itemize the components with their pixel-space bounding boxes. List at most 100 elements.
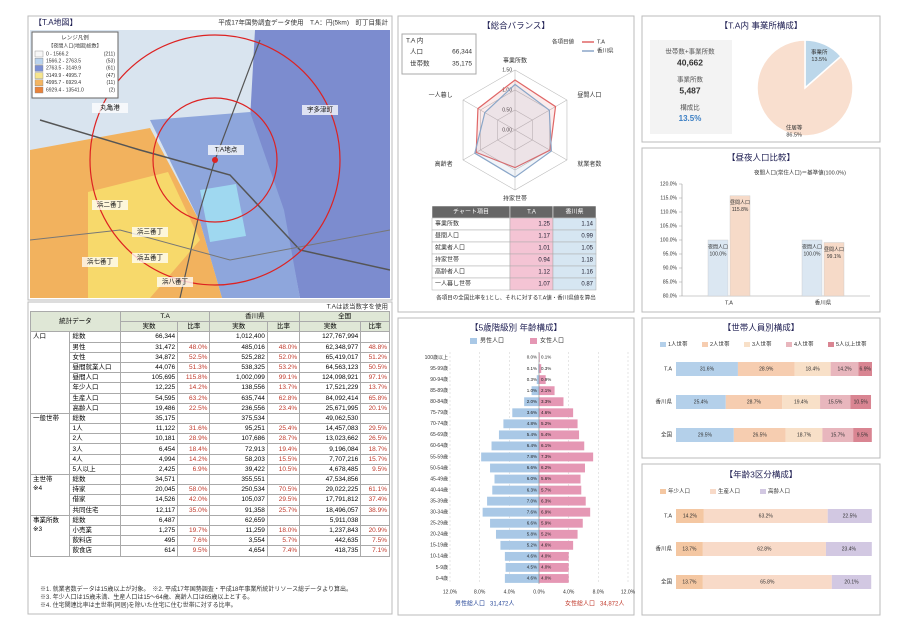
bar-segment bbox=[676, 509, 704, 523]
table-cell: 2,425 bbox=[119, 463, 179, 476]
table-cell: 14,457,083 bbox=[299, 423, 362, 435]
map-label-bg bbox=[157, 277, 193, 287]
pie-slice bbox=[756, 39, 854, 137]
value-label: 28.9% bbox=[759, 366, 774, 372]
value-label: 5.9% bbox=[541, 520, 551, 525]
table-cell bbox=[360, 412, 390, 425]
legend-swatch bbox=[34, 65, 44, 72]
y-category-label: 全国 bbox=[661, 577, 673, 585]
table-text: 0.99 bbox=[581, 234, 593, 240]
table-cell: 28.7% bbox=[266, 433, 301, 445]
value-label: 0.3% bbox=[527, 377, 537, 382]
table-cell: 17,791,812 bbox=[299, 494, 362, 506]
map-road bbox=[179, 39, 261, 298]
table-cell: 65.8% bbox=[360, 392, 390, 404]
value-label: 14.2% bbox=[683, 513, 698, 519]
map-area bbox=[250, 30, 390, 298]
slice-value: 86.5% bbox=[786, 133, 802, 139]
panel-title: 【昼夜人口比較】 bbox=[727, 152, 795, 162]
map-label: 丸亀港 bbox=[100, 103, 120, 112]
value-label: 2.1% bbox=[541, 388, 551, 393]
value-label: 13.7% bbox=[682, 579, 697, 585]
group-note: ※3 bbox=[33, 525, 43, 533]
table-cell: 10.5% bbox=[266, 463, 301, 476]
bar bbox=[505, 563, 539, 572]
bar-segment bbox=[850, 395, 872, 409]
value-label: 29.5% bbox=[698, 432, 713, 438]
table-cell: 4,678,485 bbox=[299, 463, 362, 476]
slice-value: 13.5% bbox=[811, 57, 827, 63]
table-cell: 20.9% bbox=[360, 524, 390, 537]
row-label: 持家 bbox=[69, 484, 121, 496]
table-cell: 61.1% bbox=[360, 484, 390, 496]
legend-label: 高齢人口 bbox=[768, 487, 790, 495]
bar-segment bbox=[725, 395, 783, 409]
value-label: 4.6% bbox=[527, 554, 537, 559]
legend-swatch bbox=[702, 342, 708, 347]
table-cell: 63.2% bbox=[177, 392, 211, 404]
table-text: 1.01 bbox=[538, 246, 550, 252]
value-label: 5.6% bbox=[541, 476, 551, 481]
legend-label: 2人世帯 bbox=[710, 340, 730, 348]
legend-count: (2) bbox=[109, 87, 115, 93]
table-text: 一人暮し世帯 bbox=[435, 280, 471, 288]
table-cell: 52.5% bbox=[177, 351, 211, 363]
table-text: 1.05 bbox=[581, 246, 593, 252]
radar-axis bbox=[514, 99, 568, 131]
table-cell: 11,122 bbox=[119, 423, 179, 435]
table-cell bbox=[177, 412, 211, 425]
radar-series bbox=[474, 83, 552, 178]
category-label: 持家世帯 bbox=[503, 195, 527, 203]
table-cell: 48.0% bbox=[177, 341, 211, 353]
value-label: 10.5% bbox=[854, 399, 869, 405]
info-value: 66,344 bbox=[452, 49, 472, 56]
bar bbox=[539, 485, 582, 495]
table-cell: 7.1% bbox=[360, 545, 390, 557]
bar-name: 昼間人口 bbox=[824, 247, 844, 253]
x-tick-label: 4.0% bbox=[563, 589, 575, 595]
table-cell: 48.8% bbox=[360, 341, 390, 353]
table-row: 4人 4,994 14.2% 58,203 15.5% 7,707,216 15.7% bbox=[31, 453, 390, 465]
legend-swatch bbox=[470, 338, 477, 344]
row-label: 昼間就業人口 bbox=[69, 361, 121, 374]
table-text: 1.12 bbox=[538, 270, 550, 276]
table-cell: 14.2% bbox=[177, 382, 211, 394]
bar bbox=[495, 529, 539, 539]
bar-segment bbox=[676, 428, 734, 442]
row-label: 女性 bbox=[69, 351, 121, 363]
legend-swatch bbox=[530, 338, 537, 344]
table-cell: 99.1% bbox=[266, 372, 301, 384]
panel-title: 【T.A地図】 bbox=[34, 17, 78, 27]
table-cell: 31,472 bbox=[119, 341, 179, 353]
group-name: 主世帯 bbox=[33, 476, 53, 483]
legend-range: 6929.4 - 13541.0 bbox=[46, 87, 84, 93]
table-cell: 62.8% bbox=[266, 392, 301, 404]
legend-range: 1566.2 - 2763.5 bbox=[46, 59, 81, 65]
bar bbox=[539, 364, 542, 373]
map-label-bg bbox=[92, 103, 128, 113]
value-label: 6.4% bbox=[527, 443, 537, 448]
table-cell: 25.4% bbox=[266, 423, 301, 435]
x-tick-label: T.A bbox=[725, 300, 733, 306]
r-tick-label: 1.00 bbox=[502, 87, 512, 93]
legend-swatch bbox=[710, 489, 716, 494]
info-value: 35,175 bbox=[452, 61, 472, 68]
bar bbox=[539, 496, 586, 506]
info-box bbox=[401, 33, 477, 75]
bar bbox=[539, 563, 569, 572]
header-cell: T.A bbox=[119, 310, 211, 323]
table-cell bbox=[266, 331, 301, 343]
bar bbox=[481, 452, 539, 462]
bar bbox=[729, 195, 751, 297]
table-cell: 65,419,017 bbox=[299, 351, 362, 363]
bar-segment bbox=[737, 362, 795, 376]
map-note: 平成17年国勢調査データ使用 T.A：円(5km) 町丁目集計 bbox=[218, 18, 388, 27]
table-text: 0.87 bbox=[581, 282, 593, 288]
bar bbox=[503, 419, 539, 429]
table-cell: 1,237,843 bbox=[299, 524, 362, 537]
age-label: 90-94歳 bbox=[430, 376, 448, 383]
subheader-cell: 実数 bbox=[299, 321, 362, 333]
map-label: 浜五番丁 bbox=[137, 253, 164, 262]
